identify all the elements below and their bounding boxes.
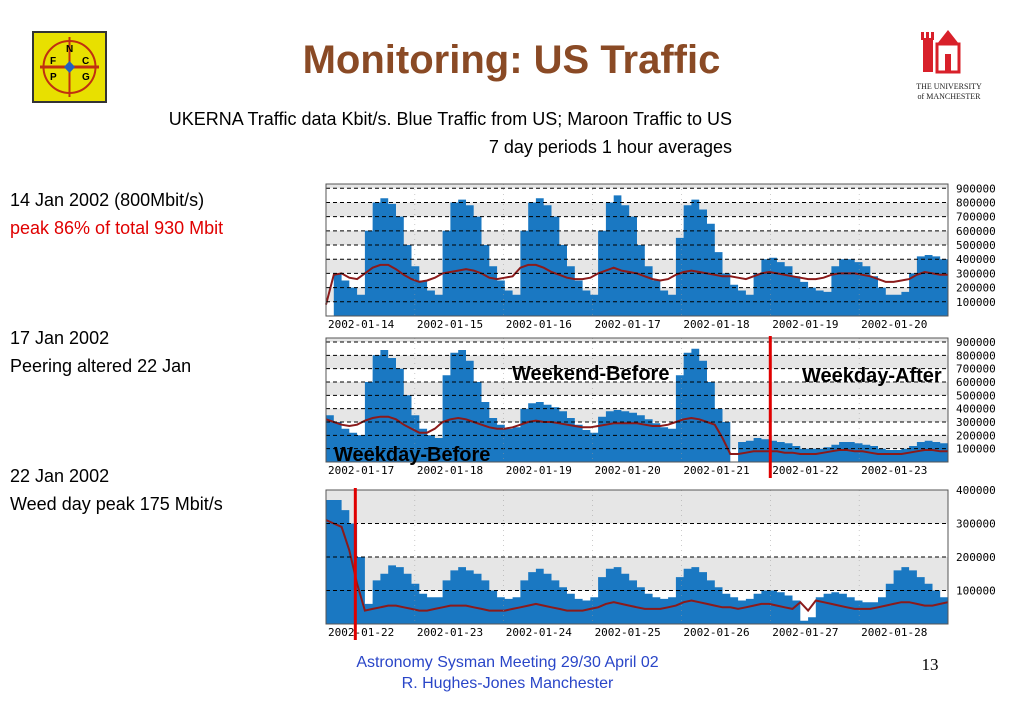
y-tick-label: 400000	[956, 403, 996, 416]
x-tick-label: 2002-01-17	[328, 464, 394, 477]
x-tick-label: 2002-01-27	[772, 626, 838, 639]
plot-frame	[325, 183, 949, 317]
note-2-line-1: 17 Jan 2002	[10, 328, 110, 348]
x-tick-label: 2002-01-20	[861, 318, 927, 331]
y-tick-label: 400000	[956, 253, 996, 266]
logo-letter-c: C	[82, 56, 89, 67]
page-title: Monitoring: US Traffic	[302, 38, 721, 82]
annotation-weekend-before: Weekend-Before	[512, 363, 670, 385]
grid-band	[326, 490, 948, 524]
annotation-weekday-after: Weekday-After	[802, 365, 942, 387]
note-1-line-1: 14 Jan 2002 (800Mbit/s)	[10, 190, 205, 210]
x-tick-label: 2002-01-22	[772, 464, 838, 477]
x-tick-label: 2002-01-26	[683, 626, 749, 639]
inbound-traffic-area	[326, 500, 948, 624]
x-tick-label: 2002-01-20	[595, 464, 661, 477]
y-tick-label: 700000	[956, 363, 996, 376]
grid-band	[326, 355, 948, 369]
grid-band	[326, 202, 948, 217]
y-tick-label: 800000	[956, 349, 996, 362]
y-tick-label: 100000	[956, 296, 996, 309]
subtitle-line-1: UKERNA Traffic data Kbit/s. Blue Traffic…	[168, 109, 732, 129]
y-tick-label: 800000	[956, 196, 996, 209]
x-tick-label: 2002-01-18	[683, 318, 749, 331]
y-tick-label: 400000	[956, 484, 996, 497]
y-tick-label: 300000	[956, 267, 996, 280]
x-tick-label: 2002-01-14	[328, 318, 395, 331]
y-tick-label: 300000	[956, 518, 996, 531]
x-tick-label: 2002-01-19	[772, 318, 838, 331]
y-tick-label: 200000	[956, 282, 996, 295]
plot-frame	[325, 489, 949, 625]
footer-line-2: R. Hughes-Jones Manchester	[401, 675, 614, 692]
compass-logo-icon: N F C P G	[32, 31, 107, 103]
x-tick-label: 2002-01-28	[861, 626, 927, 639]
grid-band	[326, 184, 948, 189]
x-tick-label: 2002-01-23	[417, 626, 483, 639]
x-tick-label: 2002-01-21	[683, 464, 749, 477]
inbound-traffic-area	[326, 195, 948, 316]
logo-letter-p: P	[50, 72, 57, 83]
y-tick-label: 700000	[956, 211, 996, 224]
x-tick-label: 2002-01-22	[328, 626, 394, 639]
subtitle-line-2: 7 day periods 1 hour averages	[488, 137, 732, 157]
page-number: 13	[921, 655, 939, 674]
university-name-line-2: of MANCHESTER	[917, 92, 981, 101]
university-name-line-1: THE UNIVERSITY	[916, 82, 982, 91]
annotation-weekday-before: Weekday-Before	[334, 444, 491, 466]
y-tick-label: 500000	[956, 389, 996, 402]
university-crest: THE UNIVERSITY of MANCHESTER	[915, 24, 985, 104]
grid-band	[326, 338, 948, 342]
inbound-traffic-area	[326, 348, 948, 462]
x-tick-label: 2002-01-16	[506, 318, 572, 331]
y-tick-label: 300000	[956, 416, 996, 429]
logo-letter-g: G	[82, 72, 90, 83]
y-tick-label: 500000	[956, 239, 996, 252]
x-tick-label: 2002-01-19	[506, 464, 572, 477]
footer-line-1: Astronomy Sysman Meeting 29/30 April 02	[356, 654, 659, 671]
outbound-traffic-line	[325, 519, 949, 613]
x-tick-label: 2002-01-23	[861, 464, 927, 477]
outbound-traffic-line	[325, 415, 948, 455]
logo-letter-f: F	[50, 56, 56, 67]
traffic-chart-jan17: 9000008000007000006000005000004000003000…	[325, 336, 996, 478]
x-tick-label: 2002-01-18	[417, 464, 483, 477]
x-tick-label: 2002-01-15	[417, 318, 483, 331]
note-3-line-1: 22 Jan 2002	[10, 466, 110, 486]
y-tick-label: 600000	[956, 225, 996, 238]
note-2-line-2: Peering altered 22 Jan	[10, 356, 192, 376]
note-1-line-2: peak 86% of total 930 Mbit	[10, 218, 224, 238]
traffic-chart-jan22: 400000 300000 200000 100000 2002-01-22 2002-0…	[325, 484, 996, 640]
y-tick-label: 200000	[956, 551, 996, 564]
y-tick-label: 100000	[956, 443, 996, 456]
university-crest-icon	[921, 30, 961, 74]
group-logo: N F C P G	[32, 31, 107, 103]
y-tick-label: 600000	[956, 376, 996, 389]
plot-frame	[325, 337, 949, 463]
x-tick-label: 2002-01-24	[506, 626, 573, 639]
y-tick-label: 200000	[956, 429, 996, 442]
note-3-line-2: Weed day peak 175 Mbit/s	[10, 494, 223, 514]
x-tick-label: 2002-01-25	[595, 626, 661, 639]
y-tick-label: 100000	[956, 585, 996, 598]
y-tick-label: 900000	[956, 182, 996, 195]
y-tick-label: 900000	[956, 336, 996, 349]
x-tick-label: 2002-01-17	[595, 318, 661, 331]
logo-letter-n: N	[66, 44, 73, 55]
